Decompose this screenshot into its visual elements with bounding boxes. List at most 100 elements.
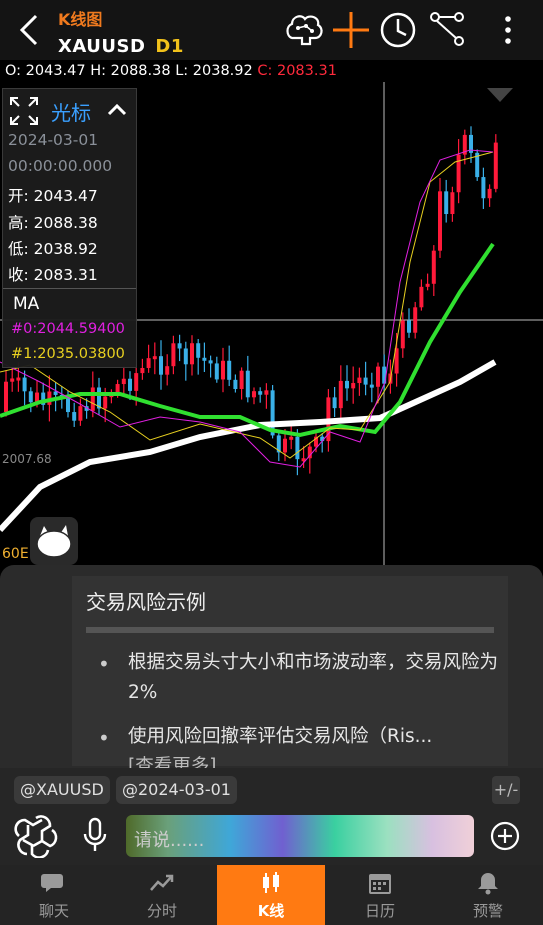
- candle-body: [314, 436, 318, 447]
- timeframe-label: D1: [155, 36, 184, 57]
- voice-input-field[interactable]: 请说......: [126, 815, 474, 857]
- tab-chat[interactable]: 聊天: [0, 865, 108, 925]
- close-value: C: 2083.31: [257, 63, 337, 79]
- clock-icon[interactable]: [376, 8, 420, 52]
- tab-label: 聊天: [38, 902, 69, 920]
- bullet-text: 根据交易头寸大小和市场波动率，交易风险为 2%: [128, 652, 499, 703]
- candle-body: [351, 383, 356, 389]
- candle-body: [171, 343, 176, 367]
- ai-logo-icon[interactable]: [14, 814, 58, 858]
- title-block: K线图 XAUUSD D1: [58, 6, 184, 57]
- bullet-dot: •: [98, 726, 110, 750]
- candle-body: [208, 360, 213, 364]
- candle-body: [152, 356, 157, 360]
- candle-body: [239, 370, 244, 390]
- collapse-chevron-icon[interactable]: [103, 97, 131, 123]
- high-value: H: 2088.38: [90, 63, 171, 79]
- period-label: 60E: [2, 546, 29, 562]
- expand-icon[interactable]: [9, 96, 39, 126]
- candle-body: [66, 397, 70, 413]
- assistant-bubble-button[interactable]: [30, 517, 78, 565]
- candle-body: [190, 343, 194, 365]
- voice-placeholder: 请说......: [134, 830, 205, 851]
- more-vert-icon[interactable]: [486, 8, 530, 52]
- candle-body: [444, 191, 449, 215]
- candle-body: [115, 384, 120, 395]
- last-price-marker: [487, 88, 513, 102]
- candle-body: [270, 390, 275, 436]
- add-circle-icon[interactable]: [489, 820, 521, 852]
- crosshair-icon[interactable]: [329, 8, 373, 52]
- candle-body: [407, 320, 411, 333]
- candle-body: [97, 387, 101, 409]
- candle-body: [487, 188, 492, 199]
- candle-body: [369, 384, 374, 388]
- symbol-chip[interactable]: @XAUUSD: [14, 776, 110, 804]
- candle-body: [307, 446, 312, 459]
- candle-body: [338, 380, 343, 409]
- candle-body: [363, 377, 368, 385]
- cursor-open: 开: 2043.47: [8, 187, 98, 205]
- candle-body: [493, 142, 498, 189]
- cursor-high: 高: 2088.38: [8, 214, 98, 232]
- candle-body: [332, 397, 337, 409]
- candle-body: [183, 348, 188, 365]
- candle-body: [289, 436, 294, 440]
- tab-kline[interactable]: K线: [217, 865, 325, 925]
- brain-icon[interactable]: [282, 8, 326, 52]
- tab-alert[interactable]: 预警: [434, 865, 542, 925]
- candle-body: [35, 392, 39, 403]
- candle-body: [357, 377, 362, 384]
- open-value: O: 2043.47: [5, 63, 86, 79]
- low-value: L: 2038.92: [175, 63, 253, 79]
- candle-body: [16, 377, 21, 381]
- ma-green-line: [0, 242, 495, 438]
- candle-body: [475, 152, 480, 178]
- price-tick-label: 2007.68: [2, 452, 52, 466]
- microphone-icon[interactable]: [82, 816, 108, 854]
- tab-timeshare[interactable]: 分时: [108, 865, 216, 925]
- candle-body: [84, 406, 89, 411]
- ma0-value: #0:2044.59400: [11, 321, 125, 337]
- candle-body: [90, 387, 95, 411]
- candle-body: [425, 283, 430, 287]
- candle-body: [450, 192, 455, 215]
- cursor-time: 00:00:00.000: [8, 157, 113, 175]
- candle-body: [134, 373, 139, 391]
- candle-body: [276, 435, 281, 453]
- candle-body: [121, 378, 126, 385]
- candle-body: [165, 366, 170, 375]
- candle-body: [140, 367, 145, 374]
- candle-body: [245, 370, 250, 398]
- candle-body: [431, 250, 436, 284]
- date-chip[interactable]: @2024-03-01: [116, 776, 237, 804]
- app-header: K线图 XAUUSD D1: [0, 0, 543, 60]
- view-more-link[interactable]: [查看更多]: [128, 756, 217, 768]
- chat-bubble-icon: [36, 525, 72, 558]
- back-arrow-icon[interactable]: [14, 10, 44, 50]
- message-card: [72, 576, 508, 766]
- candle-body: [301, 458, 306, 462]
- bell-icon: [478, 873, 498, 895]
- page-subtitle: K线图: [58, 10, 103, 29]
- candle-body: [214, 363, 219, 380]
- candle-body: [481, 177, 486, 199]
- trend-icon: [150, 874, 174, 891]
- candle-body: [456, 154, 461, 193]
- ohlc-readout: O: 2043.47 H: 2088.38 L: 2038.92 C: 2083…: [0, 60, 543, 82]
- candle-body: [413, 307, 418, 333]
- candle-body: [258, 391, 263, 395]
- candle-body: [345, 380, 349, 389]
- candle-body: [221, 360, 225, 380]
- tab-label: 日历: [364, 902, 395, 920]
- tab-label: 预警: [472, 902, 503, 920]
- candle-body: [233, 379, 238, 390]
- candle-body: [376, 366, 380, 387]
- candle-body: [22, 377, 27, 392]
- drawing-tool-icon[interactable]: [426, 8, 470, 52]
- tab-calendar[interactable]: 日历: [326, 865, 434, 925]
- bullet-dot: •: [98, 652, 110, 676]
- candle-body: [72, 412, 77, 421]
- candle-body: [146, 358, 151, 368]
- plus-minus-button[interactable]: +/-: [492, 776, 520, 804]
